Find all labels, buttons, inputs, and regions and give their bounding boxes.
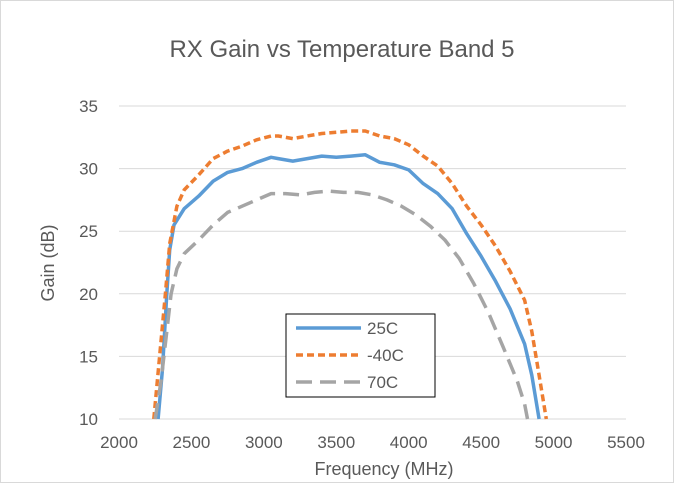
y-tick-label-0: 10 [79, 410, 98, 429]
y-tick-label-4: 30 [79, 160, 98, 179]
legend-label-2: 70C [367, 373, 398, 392]
chart-title: RX Gain vs Temperature Band 5 [169, 36, 514, 63]
y-tick-label-2: 20 [79, 285, 98, 304]
x-tick-label-3: 3500 [317, 433, 355, 452]
y-tick-label-1: 15 [79, 347, 98, 366]
y-tick-label-5: 35 [79, 97, 98, 116]
x-tick-label-6: 5000 [535, 433, 573, 452]
legend: 25C -40C 70C [285, 313, 436, 398]
x-tick-label-2: 3000 [245, 433, 283, 452]
gridlines [119, 105, 626, 420]
series-line-0 [156, 153, 541, 420]
legend-label-0: 25C [367, 319, 398, 338]
x-tick-label-1: 2500 [173, 433, 211, 452]
x-axis-ticks: 2000 2500 3000 3500 4000 4500 5000 5500 [100, 433, 645, 452]
x-tick-label-5: 4500 [462, 433, 500, 452]
series-lines [152, 129, 549, 420]
x-tick-label-4: 4000 [390, 433, 428, 452]
y-axis-ticks: 10 15 20 25 30 35 [79, 97, 98, 429]
x-axis-label: Frequency (MHz) [314, 459, 453, 479]
y-tick-label-3: 25 [79, 222, 98, 241]
x-tick-label-0: 2000 [100, 433, 138, 452]
y-axis-label: Gain (dB) [38, 224, 58, 301]
series-line-2 [153, 189, 530, 420]
x-tick-label-7: 5500 [607, 433, 645, 452]
legend-label-1: -40C [367, 346, 404, 365]
